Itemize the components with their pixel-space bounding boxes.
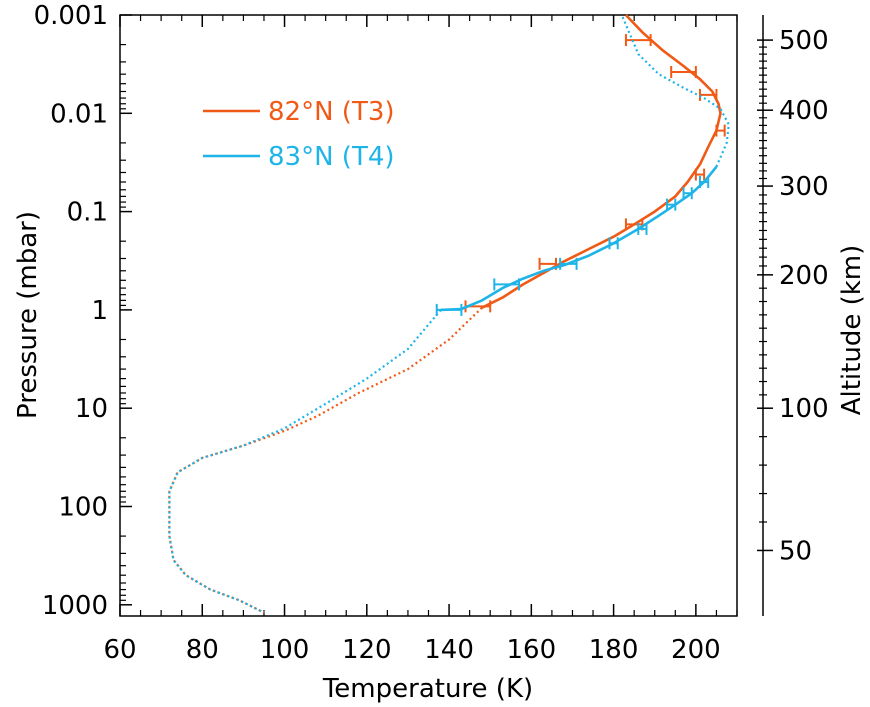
series-1-dotted-line [168, 306, 483, 614]
y2-axis-label: Altitude (km) [837, 245, 867, 416]
plot-frame [119, 14, 738, 617]
altitude-tick-label: 200 [779, 261, 829, 291]
x-tick-label: 200 [671, 635, 721, 665]
x-tick-label: 80 [186, 635, 219, 665]
y-axis-label: Pressure (mbar) [13, 211, 43, 419]
y-tick-label: 0.001 [34, 1, 108, 31]
right-altitude-axis: 500 400 300 200 100 50 [757, 15, 829, 616]
y-tick-label: 1000 [42, 591, 108, 621]
x-tick-label: 140 [424, 635, 474, 665]
error-bar [559, 257, 578, 270]
x-tick-label: 180 [589, 635, 639, 665]
error-bar [493, 278, 520, 291]
error-bar [637, 222, 648, 235]
x-axis-label: Temperature (K) [322, 674, 533, 704]
x-tick-label: 60 [103, 635, 136, 665]
series-1-line [481, 14, 722, 309]
error-bar [694, 168, 706, 181]
error-bar [435, 303, 463, 316]
legend: 82°N (T3) 83°N (T4) [203, 97, 395, 172]
x-tick-label: 120 [342, 635, 392, 665]
x-axis: 60 80 100 120 140 160 180 200 [103, 15, 738, 665]
y-tick-label: 100 [58, 492, 108, 522]
error-bar [698, 88, 718, 101]
y-axis: 0.001 0.01 0.1 1 10 100 1000 [34, 1, 132, 621]
altitude-tick-label: 50 [779, 536, 812, 566]
y-tick-label: 1 [91, 296, 108, 326]
error-bar [670, 65, 697, 78]
series-2 [168, 14, 730, 614]
series-layer [168, 14, 730, 614]
altitude-tick-label: 500 [779, 26, 829, 56]
legend-label: 82°N (T3) [268, 97, 395, 127]
x-tick-label: 160 [507, 635, 557, 665]
series-2-dotted-line-top [620, 14, 730, 168]
error-bar [666, 198, 677, 211]
altitude-tick-label: 400 [779, 96, 829, 126]
series-2-line [440, 165, 718, 312]
error-bar [608, 237, 619, 250]
altitude-tick-label: 100 [779, 394, 829, 424]
error-bar [715, 124, 726, 137]
series-2-dotted-line [168, 309, 442, 614]
y-tick-label: 0.01 [50, 99, 108, 129]
y-tick-label: 10 [75, 394, 108, 424]
error-bar [698, 176, 710, 189]
error-bar [624, 34, 652, 47]
error-bar [682, 187, 693, 200]
x-tick-label: 100 [260, 635, 310, 665]
legend-label: 83°N (T4) [268, 142, 395, 172]
series-1 [168, 14, 726, 614]
y-tick-label: 0.1 [67, 198, 108, 228]
altitude-tick-label: 300 [779, 172, 829, 202]
